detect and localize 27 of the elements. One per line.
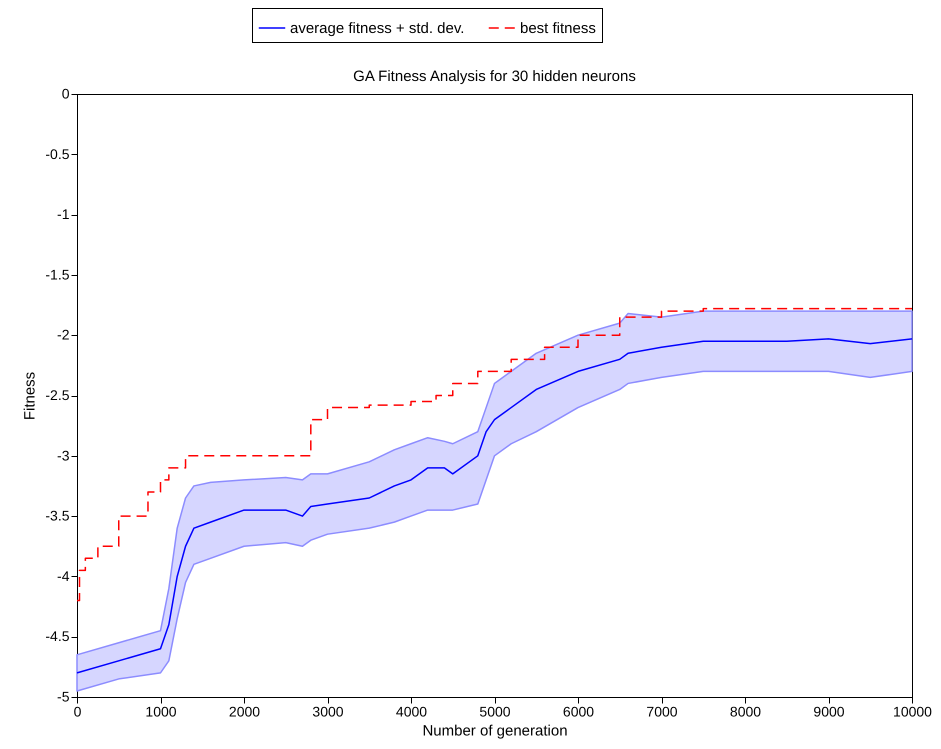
legend-label: best fitness	[520, 20, 596, 37]
y-tick-label: -2.5	[45, 387, 70, 403]
y-tick-label: -1.5	[45, 266, 70, 282]
x-tick-label: 8000	[730, 704, 762, 720]
y-tick-label: 0	[62, 86, 70, 102]
x-tick-label: 2000	[228, 704, 260, 720]
y-tick-label: -2	[57, 326, 70, 343]
x-tick-label: 3000	[312, 704, 344, 720]
x-tick-label: 7000	[646, 704, 678, 720]
x-axis-title: Number of generation	[422, 722, 568, 740]
x-tick-label: 10000	[893, 704, 932, 720]
y-tick-label: -0.5	[45, 146, 70, 162]
y-tick-label: -1	[57, 206, 70, 222]
y-tick-label: -4.5	[45, 628, 70, 644]
x-tick-label: 0	[74, 704, 82, 720]
y-tick-label: -5	[57, 688, 70, 704]
x-tick-label: 9000	[813, 704, 845, 720]
x-tick-label: 5000	[479, 704, 511, 720]
legend-label: average fitness + std. dev.	[290, 20, 464, 37]
y-axis-title: Fitness	[21, 372, 38, 420]
x-tick-label: 4000	[396, 704, 428, 720]
chart-title: GA Fitness Analysis for 30 hidden neurons	[353, 68, 636, 85]
y-tick-label: -4	[57, 568, 70, 584]
y-tick-label: -3	[57, 447, 70, 464]
x-tick-label: 6000	[562, 704, 594, 720]
y-tick-label: -3.5	[45, 508, 70, 524]
x-tick-label: 1000	[145, 704, 177, 720]
